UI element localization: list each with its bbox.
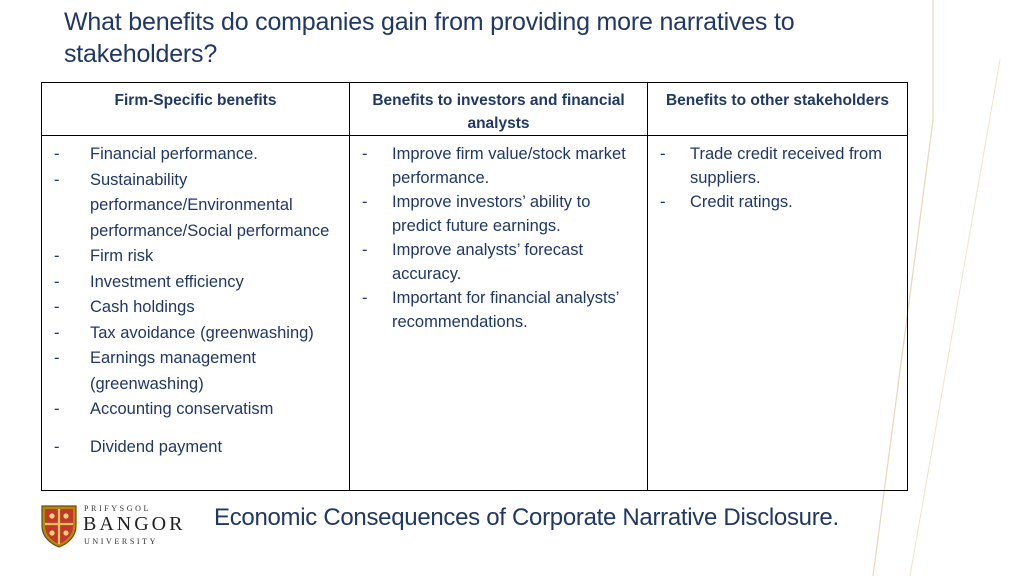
other-stakeholders-list: Trade credit received from suppliers. Cr… bbox=[656, 142, 899, 214]
benefits-table: Firm-Specific benefits Benefits to inves… bbox=[41, 82, 908, 491]
list-item: Investment efficiency bbox=[50, 270, 341, 296]
investors-analysts-cell: Improve firm value/stock market performa… bbox=[349, 135, 648, 491]
list-item: Dividend payment bbox=[50, 435, 341, 461]
logo-top-text: PRIFYSGOL bbox=[84, 504, 151, 513]
slide-title: What benefits do companies gain from pro… bbox=[64, 8, 795, 68]
list-item: Trade credit received from suppliers. bbox=[656, 142, 899, 190]
logo-bottom-text: UNIVERSITY bbox=[84, 537, 158, 546]
list-item: Improve investors’ ability to predict fu… bbox=[358, 190, 639, 238]
table-header-row: Firm-Specific benefits Benefits to inves… bbox=[41, 82, 908, 136]
list-item: Earnings management (greenwashing) bbox=[50, 346, 341, 397]
footer-title: Economic Consequences of Corporate Narra… bbox=[214, 504, 839, 531]
list-item: Credit ratings. bbox=[656, 190, 899, 214]
list-item: Improve analysts’ forecast accuracy. bbox=[358, 238, 639, 286]
header-investors-analysts: Benefits to investors and financial anal… bbox=[349, 82, 648, 136]
firm-specific-list: Financial performance. Sustainability pe… bbox=[50, 142, 341, 460]
list-item: Sustainability performance/Environmental… bbox=[50, 168, 341, 245]
header-other-stakeholders: Benefits to other stakeholders bbox=[647, 82, 908, 136]
list-item: Improve firm value/stock market performa… bbox=[358, 142, 639, 190]
list-item: Firm risk bbox=[50, 244, 341, 270]
list-item: Important for financial analysts’ recomm… bbox=[358, 286, 639, 334]
list-item: Cash holdings bbox=[50, 295, 341, 321]
list-item: Financial performance. bbox=[50, 142, 341, 168]
table-body-row: Financial performance. Sustainability pe… bbox=[41, 135, 908, 491]
firm-specific-cell: Financial performance. Sustainability pe… bbox=[41, 135, 350, 491]
header-firm-specific: Firm-Specific benefits bbox=[41, 82, 350, 136]
other-stakeholders-cell: Trade credit received from suppliers. Cr… bbox=[647, 135, 908, 491]
logo-main-text: BANGOR bbox=[83, 513, 186, 535]
shield-icon bbox=[41, 505, 77, 548]
investors-analysts-list: Improve firm value/stock market performa… bbox=[358, 142, 639, 334]
list-item: Accounting conservatism bbox=[50, 397, 341, 423]
bangor-university-logo: PRIFYSGOL BANGOR UNIVERSITY bbox=[40, 504, 190, 548]
list-item: Tax avoidance (greenwashing) bbox=[50, 321, 341, 347]
